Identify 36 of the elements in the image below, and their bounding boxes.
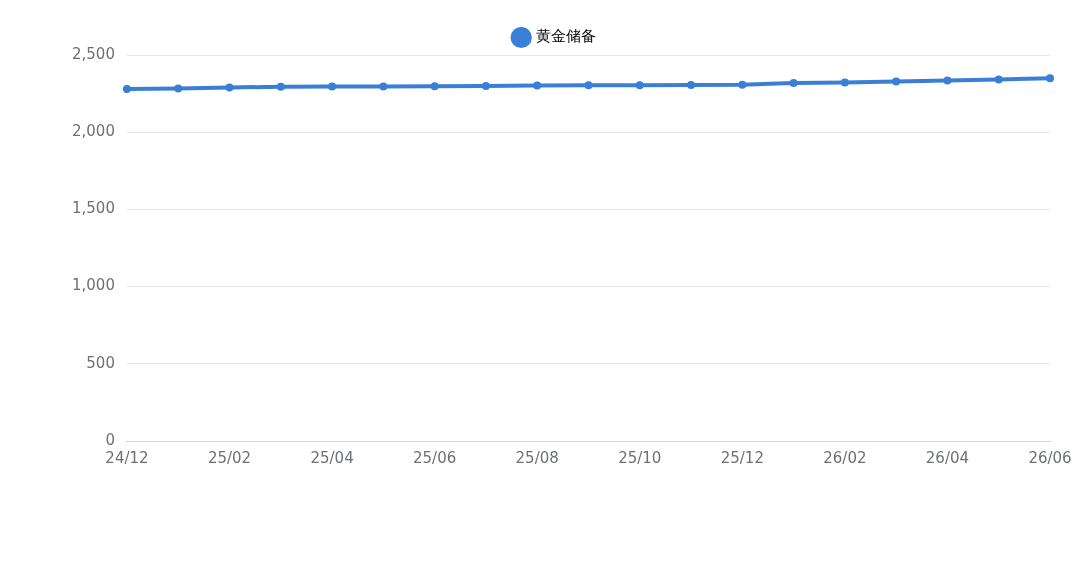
point	[174, 84, 183, 93]
point	[789, 79, 798, 88]
x-tick-label: 25/12	[720, 448, 764, 467]
point	[943, 76, 952, 85]
point	[276, 82, 285, 91]
point	[122, 85, 131, 94]
point	[584, 81, 593, 90]
point	[533, 81, 542, 90]
x-tick-label: 24/12	[105, 448, 149, 467]
point	[635, 81, 644, 90]
point	[994, 75, 1003, 84]
point	[687, 80, 696, 89]
x-tick-label: 25/10	[618, 448, 662, 467]
point	[379, 82, 388, 91]
x-tick-label: 25/08	[515, 448, 559, 467]
x-tick-label: 25/06	[413, 448, 457, 467]
point	[328, 82, 337, 91]
y-tick-label: 1,500	[71, 199, 115, 218]
point	[430, 82, 439, 91]
x-tick-label: 26/04	[925, 448, 970, 467]
y-tick-label: 500	[86, 353, 115, 372]
point	[738, 80, 747, 89]
point	[892, 77, 901, 86]
y-tick-label: 1,000	[71, 276, 115, 295]
y-tick-label: 2,500	[71, 44, 115, 63]
point	[840, 78, 849, 87]
y-tick-label: 2,000	[71, 122, 115, 141]
point	[1046, 74, 1054, 83]
y-tick-label: 0	[105, 430, 115, 449]
x-tick-label: 26/06	[1028, 448, 1072, 467]
x-tick-label: 26/02	[823, 448, 867, 467]
x-tick-label: 25/02	[207, 448, 252, 467]
point	[225, 83, 234, 92]
x-tick-label: 25/04	[310, 448, 354, 467]
legend-label: 黄金储备	[536, 27, 597, 46]
point	[481, 81, 490, 90]
